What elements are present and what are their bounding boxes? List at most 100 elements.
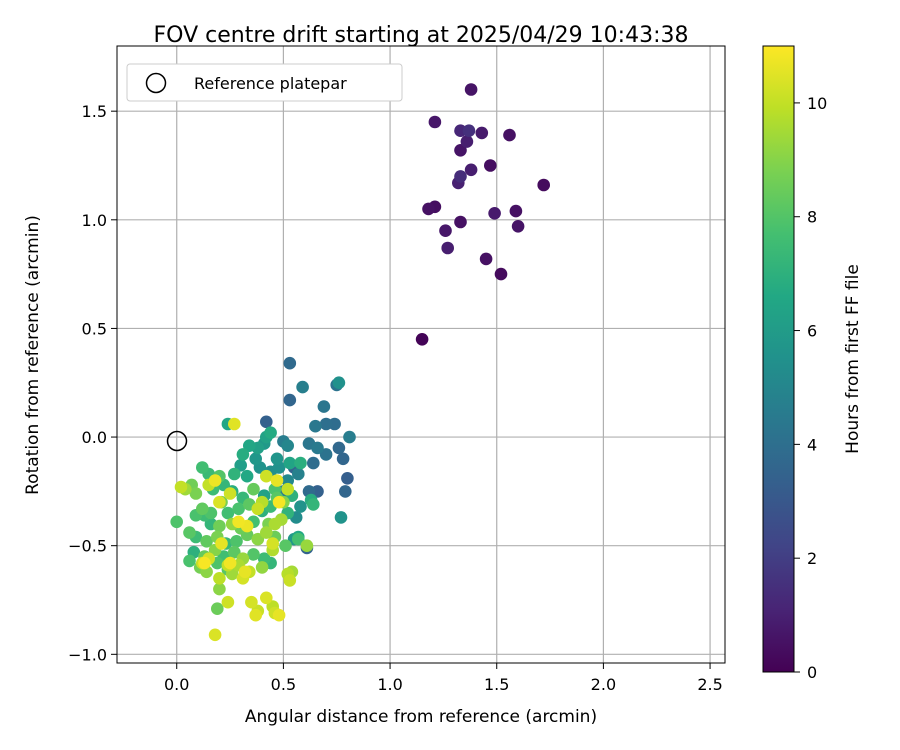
data-point — [234, 459, 247, 472]
data-point — [255, 561, 269, 574]
data-point — [272, 608, 286, 622]
data-point — [221, 595, 235, 609]
data-point — [245, 595, 258, 609]
colorbar-gradient — [762, 45, 795, 673]
data-point — [317, 400, 331, 413]
y-tick-label: 0.0 — [82, 428, 107, 447]
data-point — [283, 356, 297, 370]
reference-platepar-marker — [166, 430, 188, 452]
x-tick-label: 1.5 — [484, 675, 509, 694]
data-point — [281, 474, 295, 487]
data-point — [332, 441, 346, 455]
data-point — [247, 482, 260, 496]
data-point — [343, 430, 356, 444]
data-point — [294, 456, 307, 470]
data-point — [270, 452, 284, 466]
data-point — [415, 333, 429, 346]
x-tick-label: 2.0 — [591, 675, 616, 694]
data-point — [336, 452, 350, 466]
data-point — [170, 515, 183, 529]
data-point — [249, 452, 262, 466]
data-point — [221, 506, 235, 520]
data-point — [249, 608, 262, 622]
colorbar-ticks: 0 2 4 6 8 10 — [794, 94, 827, 682]
data-point — [494, 267, 508, 281]
data-point — [247, 548, 260, 561]
y-tick-label: 1.5 — [82, 102, 107, 121]
data-points — [170, 83, 550, 642]
data-point — [198, 556, 211, 570]
data-point — [441, 241, 455, 255]
data-point — [454, 215, 467, 229]
data-point — [264, 426, 277, 440]
data-point — [232, 502, 245, 516]
y-tick-label: 1.0 — [82, 211, 107, 230]
data-point — [309, 419, 322, 433]
data-point — [294, 500, 307, 513]
data-point — [484, 159, 497, 172]
colorbar-tick-label: 2 — [807, 549, 817, 568]
y-tick-label: 0.5 — [82, 319, 107, 338]
data-point — [292, 467, 305, 481]
data-point — [243, 439, 256, 453]
y-tick-label: −1.0 — [68, 645, 107, 664]
data-point — [236, 448, 250, 461]
data-point — [283, 456, 297, 470]
data-point — [183, 526, 196, 539]
data-point — [488, 207, 501, 220]
data-point — [213, 519, 226, 533]
data-point — [439, 224, 452, 237]
colorbar-tick-label: 10 — [807, 94, 827, 113]
data-point — [511, 220, 525, 233]
x-tick-label: 2.5 — [697, 675, 722, 694]
data-point — [228, 545, 241, 559]
colorbar-tick-label: 8 — [807, 208, 817, 227]
data-point — [230, 535, 243, 548]
data-point — [454, 144, 467, 157]
x-tick-label: 0.5 — [271, 675, 296, 694]
colorbar-tick-label: 4 — [807, 435, 817, 454]
data-point — [422, 202, 435, 216]
data-point — [509, 204, 523, 218]
data-point — [311, 441, 324, 455]
legend-marker-icon — [145, 72, 167, 94]
data-point — [260, 469, 273, 483]
x-tick-label: 1.0 — [377, 675, 402, 694]
data-point — [213, 572, 226, 585]
data-point — [292, 532, 305, 546]
data-point — [334, 511, 348, 524]
data-point — [462, 124, 476, 137]
x-axis-label: Angular distance from reference (arcmin) — [245, 707, 597, 727]
data-point — [272, 495, 286, 509]
x-axis-ticks: 0.0 0.5 1.0 1.5 2.0 2.5 — [164, 663, 723, 694]
data-point — [307, 456, 320, 470]
legend: Reference platepar — [126, 63, 403, 102]
data-point — [228, 417, 241, 431]
data-point — [281, 482, 295, 496]
data-point — [503, 128, 516, 142]
data-point — [464, 163, 478, 177]
data-point — [174, 480, 188, 494]
data-point — [208, 474, 222, 487]
data-point — [454, 170, 467, 183]
data-point — [240, 469, 254, 483]
data-point — [223, 556, 237, 570]
data-point — [281, 439, 295, 453]
data-point — [319, 448, 333, 461]
y-axis-ticks: −1.0 −0.5 0.0 0.5 1.0 1.5 — [68, 102, 117, 664]
data-point — [200, 535, 213, 548]
data-point — [464, 83, 478, 96]
data-point — [319, 417, 333, 431]
data-point — [183, 554, 196, 568]
data-point — [223, 487, 237, 500]
y-tick-label: −0.5 — [68, 537, 107, 556]
plot-frame — [116, 45, 726, 664]
grid-lines — [117, 46, 725, 663]
data-point — [260, 591, 273, 605]
data-point — [251, 532, 265, 546]
data-point — [339, 485, 352, 498]
colorbar: 0 2 4 6 8 10 Hours from first FF file — [762, 45, 863, 682]
data-point — [341, 472, 354, 485]
data-point — [238, 565, 252, 579]
